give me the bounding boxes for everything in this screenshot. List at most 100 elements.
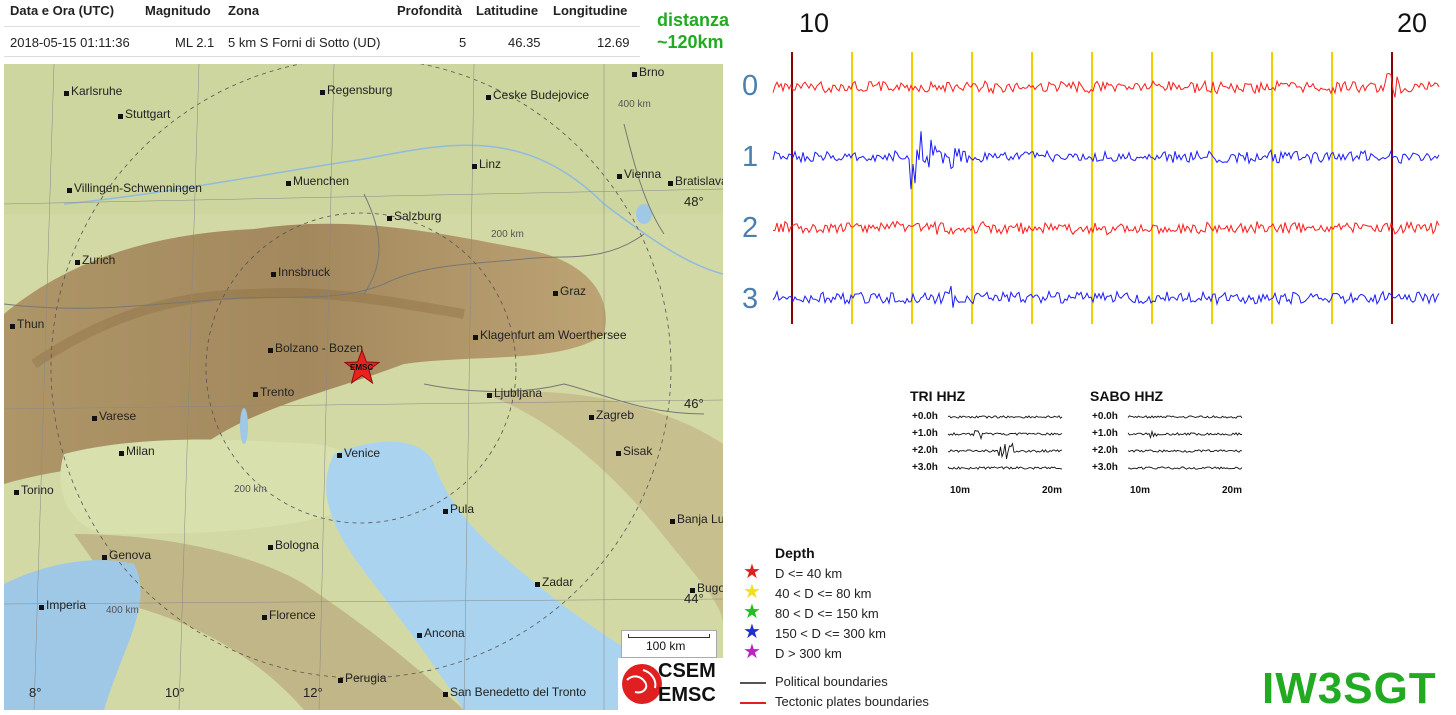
city-label: San Benedetto del Tronto [450, 685, 587, 699]
lon-label: 8° [29, 685, 42, 700]
city-marker [487, 393, 492, 398]
time-tick-label: 20 [1397, 8, 1428, 38]
mini-trace [1127, 449, 1243, 453]
city-marker [632, 72, 637, 77]
mini-trace [947, 429, 1063, 441]
city-label: Bratislava [675, 174, 723, 188]
city-marker [690, 588, 695, 593]
legend-item-label: D > 300 km [775, 646, 842, 661]
depth-star-icon: ★ [743, 581, 761, 603]
legend-item-label: 40 < D <= 80 km [775, 586, 872, 601]
city-label: Karlsruhe [71, 84, 123, 98]
city-label: Ljubljana [494, 386, 543, 400]
mini-row-label: +3.0h [912, 462, 938, 473]
csem-emsc-logo: CSEM EMSC [618, 658, 723, 710]
col-header-depth: Profondità [397, 3, 462, 18]
depth-star-icon: ★ [743, 621, 761, 643]
city-label: Milan [126, 444, 155, 458]
city-marker [670, 519, 675, 524]
city-marker [268, 348, 273, 353]
city-marker [417, 633, 422, 638]
mini-xtick-label: 20m [1042, 485, 1063, 496]
city-label: Villingen-Schwenningen [74, 181, 202, 195]
city-marker [387, 216, 392, 221]
mini-trace [947, 442, 1063, 459]
seismic-trace-0 [772, 72, 1440, 98]
cell-zone: 5 km S Forni di Sotto (UD) [228, 35, 381, 50]
city-label: Banja Lu [677, 512, 723, 526]
mini-xtick-label: 10m [1130, 485, 1151, 496]
distance-label: distanza ~120km [657, 9, 729, 53]
trace-label-1: 1 [742, 141, 759, 173]
mini-trace [947, 466, 1063, 470]
cell-depth: 5 [459, 35, 467, 50]
city-marker [75, 260, 80, 265]
city-marker [262, 615, 267, 620]
map-background [4, 64, 723, 710]
globe-logo-icon [622, 664, 662, 704]
depth-star-icon: ★ [743, 601, 761, 623]
mini-xtick-label: 20m [1222, 485, 1243, 496]
city-label: Regensburg [327, 83, 393, 97]
city-label: Bugo [697, 581, 723, 595]
col-header-magnitude: Magnitudo [145, 3, 211, 18]
mini-trace [1127, 415, 1243, 419]
city-label: Salzburg [394, 209, 442, 223]
mini-helicorder-traces [1127, 415, 1243, 470]
city-marker [553, 291, 558, 296]
city-marker [473, 335, 478, 340]
station-callsign: IW3SGT [1262, 664, 1437, 713]
legend-item-label: D <= 40 km [775, 566, 843, 581]
scale-bar-line [628, 634, 710, 638]
city-marker [617, 174, 622, 179]
city-marker [39, 605, 44, 610]
mini-row-label: +0.0h [1092, 411, 1118, 422]
city-label: Bologna [275, 538, 320, 552]
city-label: Klagenfurt am Woerthersee [480, 328, 627, 342]
trace-label-2: 2 [742, 212, 759, 244]
lon-label: 12° [303, 685, 323, 700]
scale-bar-label: 100 km [646, 639, 686, 653]
city-label: Pula [450, 502, 475, 516]
cell-datetime: 2018-05-15 01:11:36 [10, 35, 130, 50]
city-label: Torino [21, 483, 54, 497]
mini-row-label: +2.0h [912, 445, 938, 456]
city-label: Innsbruck [278, 265, 331, 279]
city-label: Zadar [542, 575, 574, 589]
city-marker [443, 509, 448, 514]
city-marker [253, 392, 258, 397]
city-label: Trento [260, 385, 295, 399]
time-tick-label: 10 [799, 8, 830, 38]
lon-label: 10° [165, 685, 185, 700]
mini-row-label: +3.0h [1092, 462, 1118, 473]
mini-row-label: +2.0h [1092, 445, 1118, 456]
city-marker [118, 114, 123, 119]
cell-longitude: 12.69 [597, 35, 630, 50]
city-label: Zagreb [596, 408, 635, 422]
city-label: Sisak [623, 444, 653, 458]
legend-line-swatch [740, 702, 766, 704]
city-marker [320, 90, 325, 95]
mini-helicorder-sabo: SABO HHZ +0.0h +1.0h +2.0h +3.0h 10m 20m [1090, 388, 1250, 498]
trace-label-3: 3 [742, 283, 759, 315]
city-marker [616, 451, 621, 456]
legend-line-label: Tectonic plates boundaries [775, 694, 929, 709]
city-marker [10, 324, 15, 329]
city-marker [119, 451, 124, 456]
col-header-zone: Zona [228, 3, 260, 18]
mini-helicorder-tri: TRI HHZ +0.0h +1.0h +2.0h +3.0h 10m 20m [910, 388, 1070, 498]
table-divider [4, 56, 640, 57]
city-marker [271, 272, 276, 277]
city-marker [668, 181, 673, 186]
city-marker [472, 164, 477, 169]
legend-item-label: 150 < D <= 300 km [775, 626, 886, 641]
cell-latitude: 46.35 [508, 35, 541, 50]
col-header-latitude: Latitudine [476, 3, 539, 18]
city-label: Perugia [345, 671, 387, 685]
city-marker [486, 95, 491, 100]
city-label: Ceske Budejovice [493, 88, 590, 102]
city-marker [338, 678, 343, 683]
mini-row-label: +1.0h [912, 428, 938, 439]
seismic-trace-1 [772, 131, 1440, 190]
city-label: Stuttgart [125, 107, 171, 121]
